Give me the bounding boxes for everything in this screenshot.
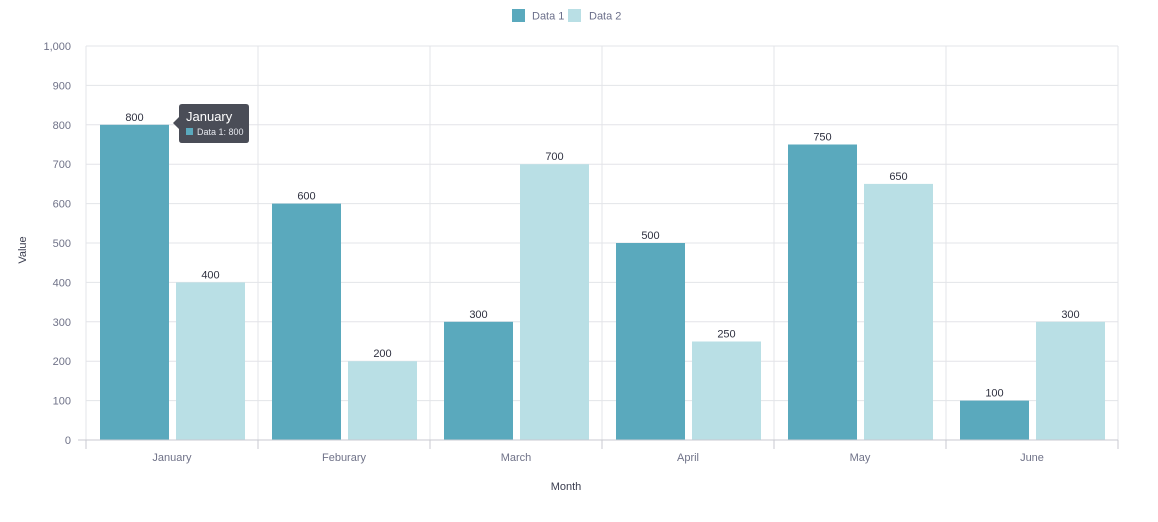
y-tick-label: 800 bbox=[53, 120, 71, 132]
bar-data-1-june[interactable] bbox=[960, 400, 1029, 440]
data-label: 200 bbox=[373, 348, 391, 360]
x-tick-label: June bbox=[1020, 452, 1044, 464]
legend-swatch-data-1[interactable] bbox=[512, 9, 525, 22]
data-label: 500 bbox=[641, 230, 659, 242]
bar-data-2-feburary[interactable] bbox=[348, 361, 417, 440]
legend-label-data-1[interactable]: Data 1 bbox=[532, 11, 564, 23]
x-tick-label: Feburary bbox=[322, 452, 367, 464]
tooltip: January Data 1: 800 bbox=[173, 104, 249, 143]
x-tick-label: March bbox=[501, 452, 532, 464]
y-tick-label: 500 bbox=[53, 238, 71, 250]
y-tick-label: 700 bbox=[53, 159, 71, 171]
bar-data-2-april[interactable] bbox=[692, 341, 761, 441]
tooltip-swatch bbox=[186, 128, 193, 135]
data-label: 800 bbox=[125, 112, 143, 124]
x-tick-label: May bbox=[850, 452, 871, 464]
data-label: 700 bbox=[545, 151, 563, 163]
x-axis-title: Month bbox=[551, 481, 582, 493]
y-tick-label: 600 bbox=[53, 199, 71, 211]
data-label: 300 bbox=[1061, 309, 1079, 321]
y-tick-label: 1,000 bbox=[43, 41, 71, 53]
bar-data-1-feburary[interactable] bbox=[272, 203, 341, 440]
bar-data-2-june[interactable] bbox=[1036, 321, 1105, 440]
x-tick-label: April bbox=[677, 452, 699, 464]
y-tick-label: 300 bbox=[53, 317, 71, 329]
tooltip-title: January bbox=[186, 109, 233, 124]
y-tick-label: 900 bbox=[53, 80, 71, 92]
y-tick-label: 200 bbox=[53, 356, 71, 368]
bar-data-1-march[interactable] bbox=[444, 321, 513, 440]
legend-swatch-data-2[interactable] bbox=[568, 9, 581, 22]
data-label: 300 bbox=[469, 309, 487, 321]
y-tick-label: 400 bbox=[53, 277, 71, 289]
bar-data-2-march[interactable] bbox=[520, 164, 589, 440]
bar-data-1-may[interactable] bbox=[788, 144, 857, 441]
data-labels-layer: 800 600 300 500 750 100 400 200 700 250 650 300 bbox=[125, 112, 1079, 400]
y-tick-label: 0 bbox=[65, 435, 71, 447]
y-tick-label: 100 bbox=[53, 396, 71, 408]
bar-data-2-may[interactable] bbox=[864, 183, 933, 440]
legend-label-data-2[interactable]: Data 2 bbox=[589, 11, 621, 23]
bar-data-2-january[interactable] bbox=[176, 282, 245, 440]
data-label: 250 bbox=[717, 329, 735, 341]
grid-layer bbox=[85, 45, 1119, 441]
data-label: 100 bbox=[985, 388, 1003, 400]
bar-data-1-january[interactable] bbox=[100, 124, 169, 441]
data-label: 650 bbox=[889, 171, 907, 183]
legend[interactable]: Data 1 Data 2 bbox=[512, 9, 621, 23]
bars-layer bbox=[100, 124, 1105, 441]
data-label: 600 bbox=[297, 191, 315, 203]
y-axis-title: Value bbox=[17, 236, 29, 263]
tooltip-text: Data 1: 800 bbox=[197, 127, 244, 137]
x-tick-label: January bbox=[152, 452, 192, 464]
axes-layer: 0 100 200 300 400 500 600 700 800 900 1,000 January… bbox=[43, 41, 1119, 464]
bar-data-1-april[interactable] bbox=[616, 243, 685, 440]
data-label: 400 bbox=[201, 269, 219, 281]
data-label: 750 bbox=[813, 132, 831, 144]
